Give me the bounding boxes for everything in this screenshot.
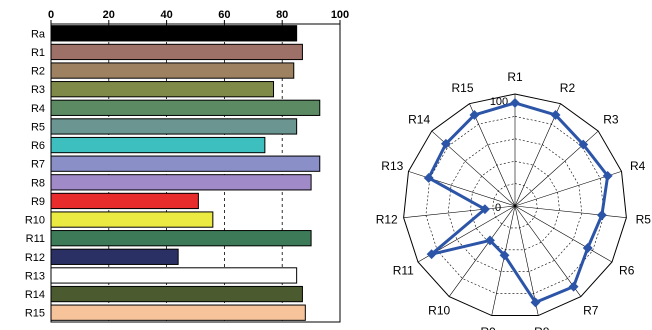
axis-label-r14: R14 (408, 113, 430, 127)
radar-grid-ring (492, 183, 538, 229)
axis-label-r15: R15 (452, 81, 474, 95)
category-label: R8 (31, 177, 45, 189)
radar-spoke (514, 171, 622, 207)
radar-min-label: 0 (495, 202, 501, 214)
radar-grid-ring (470, 160, 560, 251)
bar-r2 (50, 62, 295, 79)
radar-spoke (514, 205, 627, 219)
bar-r5 (50, 118, 298, 135)
bar-r12 (50, 248, 179, 265)
radar-spoke (491, 205, 516, 316)
radar-spoke (514, 103, 561, 207)
category-label: R5 (31, 121, 45, 133)
category-label: R13 (25, 270, 45, 282)
category-label: R12 (25, 252, 45, 264)
axis-label-r2: R2 (560, 81, 576, 95)
bar-r15 (50, 304, 306, 321)
radar-point-r3 (578, 139, 589, 150)
radar-chart: R1R2R3R4R5R6R7R8R9R10R11R12R13R14R150100 (376, 70, 652, 330)
bar-chart: 0 20 40 60 80 100 Ra R1 R2 R3 R4 R5 R6 R7 R8 R9 R10 R11 R1… (25, 9, 349, 323)
category-label: R3 (31, 84, 45, 96)
category-label: R14 (25, 289, 45, 301)
radar-spoke (514, 205, 582, 297)
bar-r7 (50, 155, 321, 172)
radar-spoke (408, 171, 516, 207)
bar-r9 (50, 192, 199, 210)
radar-point-r10 (485, 235, 495, 246)
category-label: R7 (31, 159, 45, 171)
category-label: R10 (25, 215, 45, 227)
category-label: R4 (31, 103, 45, 115)
bar-ra (50, 25, 298, 42)
axis-label-r6: R6 (619, 264, 635, 278)
bar-r13 (50, 267, 298, 284)
category-label: R15 (25, 308, 45, 320)
bar-r8 (50, 174, 312, 191)
category-label: R1 (31, 47, 45, 59)
radar-point-r14 (440, 138, 451, 149)
category-label: R6 (31, 140, 45, 152)
category-label: R11 (26, 233, 45, 245)
axis-label-r10: R10 (428, 303, 450, 317)
axis-label-r5: R5 (636, 212, 652, 226)
bar-r14 (50, 285, 303, 303)
x-tick-label: 80 (276, 9, 288, 21)
x-tick-label: 20 (103, 9, 115, 21)
bar-r3 (50, 81, 275, 98)
category-label: R9 (31, 196, 45, 208)
radar-point-r7 (568, 281, 579, 292)
radar-point-r5 (596, 210, 607, 221)
axis-label-r9: R9 (481, 325, 497, 330)
axis-label-r1: R1 (507, 70, 523, 84)
x-tick-label: 60 (218, 9, 230, 21)
x-tick-label: 100 (331, 9, 349, 21)
axis-label-r11: R11 (393, 264, 414, 278)
x-tick-label: 40 (160, 9, 172, 21)
radar-point-r9 (499, 250, 510, 261)
x-tick-label: 0 (48, 9, 54, 21)
bar-r10 (50, 211, 214, 228)
bar-r11 (50, 230, 312, 247)
radar-frame (403, 93, 627, 317)
axis-label-r7: R7 (583, 303, 599, 317)
axis-label-r13: R13 (381, 159, 403, 173)
axis-label-r8: R8 (534, 325, 550, 330)
radar-spoke (514, 205, 613, 263)
axis-label-r3: R3 (603, 113, 619, 127)
radar-series-line (427, 101, 610, 304)
radar-spoke (514, 205, 539, 316)
radar-point-r6 (582, 243, 593, 253)
bar-r6 (50, 136, 266, 154)
bar-r4 (50, 99, 321, 116)
axis-label-r4: R4 (630, 159, 646, 173)
axis-label-r12: R12 (376, 212, 398, 226)
radar-grid-ring (425, 116, 605, 294)
category-label: Ra (31, 28, 46, 40)
bar-r1 (50, 43, 303, 61)
radar-spoke (469, 103, 516, 207)
radar-point-r1 (510, 98, 520, 108)
radar-spoke (403, 205, 516, 219)
category-label: R2 (31, 66, 45, 78)
radar-point-r12 (479, 204, 490, 215)
radar-spoke (448, 205, 516, 297)
